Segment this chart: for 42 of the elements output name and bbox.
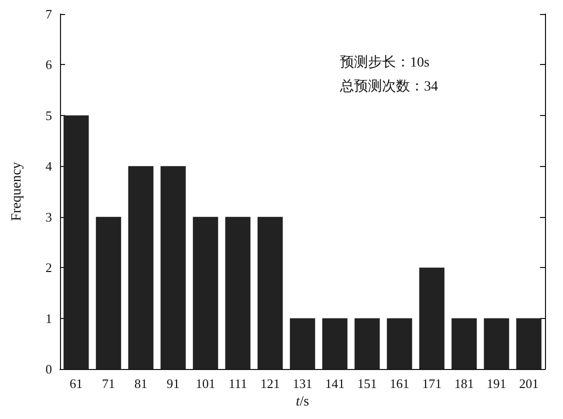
x-tick-label: 61 (70, 376, 83, 391)
bar (419, 268, 444, 369)
y-tick-label: 4 (46, 158, 52, 174)
y-tick-label: 2 (46, 260, 52, 276)
x-tick-label: 151 (357, 376, 377, 391)
bar (354, 318, 380, 369)
bar (128, 166, 154, 369)
bar (192, 216, 218, 369)
x-tick-label: 101 (196, 376, 216, 391)
x-tick-label: 171 (422, 376, 442, 391)
bar (258, 216, 283, 369)
x-tick-label: 121 (260, 376, 280, 391)
y-tick-label: 7 (46, 6, 52, 22)
bar (484, 318, 510, 369)
bar (290, 318, 316, 369)
y-axis-title: Frequency (10, 162, 24, 222)
x-tick-label: 111 (228, 376, 248, 391)
x-tick-label: 81 (134, 376, 148, 391)
y-tick-label: 6 (46, 57, 52, 72)
x-tick-label: 181 (454, 376, 474, 391)
bar (322, 318, 348, 369)
y-tick-label: 0 (46, 362, 52, 376)
bar (64, 115, 89, 369)
y-tick-label: 3 (46, 209, 52, 224)
x-axis-title: t/s (296, 394, 310, 410)
bar (225, 216, 250, 369)
y-tick-label: 1 (46, 310, 52, 326)
annotation: 总预测次数：34 (339, 78, 438, 94)
bar (160, 166, 186, 369)
annotation: 预测步长：10s (340, 54, 430, 70)
x-tick-label: 91 (166, 376, 180, 391)
x-tick-label: 161 (390, 376, 410, 391)
bar (516, 318, 542, 369)
x-tick-label: 141 (325, 376, 345, 391)
bar (452, 318, 477, 369)
y-tick-label: 5 (46, 108, 52, 123)
bar (386, 318, 412, 369)
x-tick-label: 191 (486, 376, 506, 391)
bar (96, 216, 122, 369)
x-tick-label: 71 (102, 376, 115, 391)
x-tick-label: 131 (292, 376, 312, 391)
x-tick-label: 201 (519, 376, 539, 391)
